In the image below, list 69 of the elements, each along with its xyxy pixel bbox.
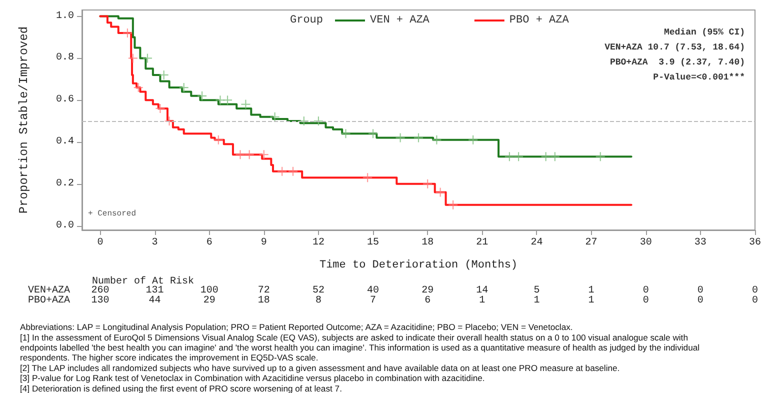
legend-label: VEN + AZA (370, 14, 430, 26)
y-tick-label: 0.4 (56, 136, 74, 148)
x-axis-title: Time to Deterioration (Months) (319, 260, 518, 272)
point (432, 135, 442, 144)
point (156, 104, 165, 113)
y-tick-label: 0.0 (56, 220, 74, 232)
annotation: PBO+AZA 3.9 (2.37, 7.40) (610, 58, 745, 68)
y-tick-label: 0.6 (56, 94, 74, 106)
point (288, 166, 298, 176)
x-tick-label: 6 (206, 238, 212, 248)
x-tick-label: 27 (585, 238, 598, 248)
point (596, 152, 605, 162)
annotation: P-Value=<0.001*** (653, 72, 745, 82)
x-tick-label: 24 (530, 238, 543, 248)
point (368, 129, 378, 138)
x-tick-label: 9 (260, 238, 267, 248)
annotation: Median (95% CI) (664, 28, 745, 38)
point (363, 173, 372, 182)
point (468, 135, 478, 144)
point (216, 96, 225, 105)
point (122, 28, 132, 38)
x-tick-label: 3 (152, 238, 158, 248)
legend-label: PBO + AZA (509, 14, 570, 26)
point (514, 152, 524, 162)
y-tick-label: 1.0 (56, 10, 74, 22)
point (128, 54, 138, 63)
x-tick-label: 30 (640, 238, 652, 248)
y-tick-label: 0.8 (56, 52, 74, 64)
point (448, 200, 458, 210)
x-tick-label: 33 (694, 238, 706, 248)
point (259, 150, 268, 160)
point (159, 70, 168, 80)
annotation: + Censored (88, 210, 136, 218)
x-tick-label: 36 (748, 238, 762, 248)
y-axis-title: Proportion Stable/Improved (17, 26, 31, 214)
x-tick-label: 21 (476, 238, 488, 248)
point (423, 179, 432, 188)
point (236, 150, 245, 160)
point (550, 152, 560, 162)
legend-title: Group (290, 14, 324, 26)
point (278, 166, 287, 176)
text: Abbreviations: LAP = Longitudinal Analysis Population; PRO = Patient Reported Outcome; AZA = Azacitidine; PBO = Placebo; VEN = Venetoclax. (20, 322, 573, 332)
point (244, 150, 254, 160)
y-tick-label: 0.2 (56, 178, 74, 190)
point (198, 91, 207, 100)
point (241, 100, 250, 109)
text: [4] Deterioration is defined using the first event of PRO score worsening of at least 7. (20, 383, 342, 393)
point (396, 133, 405, 142)
point (179, 83, 188, 92)
point (504, 152, 514, 162)
text: [1] In the assessment of EuroQol 5 Dimensions Visual Analog Scale (EQ VAS), subjects are asked to indicate their overall health status on a 0 to 100 visual analogue scale with endpoints labelled 'the best health you can imagine' and 'the worst health you can imagine'. This information is used as a quantitative measure of health as judged by the individual respondents. The higher score indicates the improvement in EQ5D-VAS scale. (20, 332, 702, 363)
point (541, 152, 550, 162)
text: PBO+AZA 130 44 29 18 8 7 6 1 1 1 0 0 0 (28, 296, 758, 306)
point (223, 96, 232, 105)
point (414, 133, 423, 142)
x-tick-label: 15 (367, 238, 380, 248)
x-tick-label: 12 (312, 238, 324, 248)
x-tick-label: 18 (422, 238, 434, 248)
point (341, 129, 350, 138)
point (436, 188, 445, 197)
text: [3] P-value for Log Rank test of Venetoclax in Combination with Azacitidine versus placebo in combination with azacitidine. (20, 373, 485, 384)
point (134, 83, 143, 92)
annotation: VEN+AZA 10.7 (7.53, 18.64) (604, 42, 745, 52)
point (270, 112, 280, 122)
x-tick-label: 0 (97, 238, 104, 248)
point (142, 54, 152, 63)
point (214, 135, 223, 144)
text: [2] The LAP includes all randomized subjects who have survived up to a given assessment and have available data on at least one PRO measure at baseline. (20, 362, 620, 373)
text: VEN+AZA 260 131 100 72 52 40 29 14 5 1 0 0 0 (28, 286, 758, 296)
